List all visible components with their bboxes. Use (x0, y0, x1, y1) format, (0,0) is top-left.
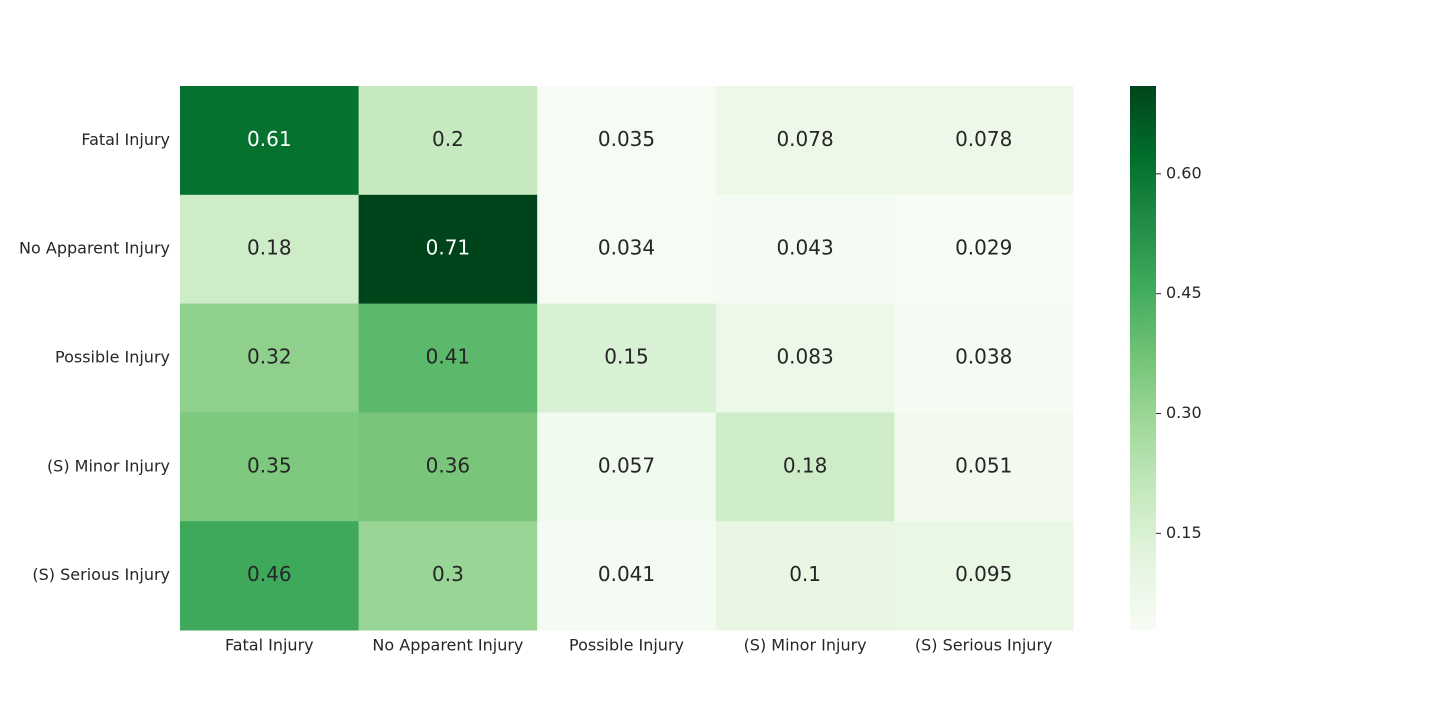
y-tick-label-0: Fatal Injury (81, 130, 170, 149)
cell-value-label-r4-c1: 0.3 (432, 562, 464, 586)
cell-value-label-r1-c2: 0.034 (598, 236, 655, 260)
x-tick-label-4: (S) Serious Injury (915, 636, 1053, 655)
heatmap-cell-r2-c1 (358, 303, 538, 413)
cell-value-label-r3-c0: 0.35 (247, 453, 292, 477)
colorbar-gradient (1130, 86, 1156, 630)
heatmap-cell-r2-c3 (715, 303, 895, 413)
heatmap-cell-r3-c1 (358, 412, 538, 522)
heatmap-cell-r4-c3 (715, 521, 895, 631)
x-tick-label-3: (S) Minor Injury (744, 636, 867, 655)
cell-value-label-r2-c4: 0.038 (955, 345, 1012, 369)
cell-value-label-r1-c4: 0.029 (955, 236, 1012, 260)
heatmap-cell-r0-c1 (358, 86, 538, 196)
x-tick-label-1: No Apparent Injury (372, 636, 523, 655)
heatmap-cell-labels: 0.61 0.2 0.035 0.078 0.078 0.18 0.71 0.034 0.043… (247, 127, 1012, 586)
y-tick-label-3: (S) Minor Injury (47, 456, 170, 475)
cell-value-label-r4-c3: 0.1 (789, 562, 821, 586)
heatmap-cell-r1-c4 (894, 194, 1074, 305)
colorbar: 0.15 0.30 0.45 0.60 (1130, 86, 1202, 630)
heatmap-cell-r4-c0 (180, 521, 360, 631)
heatmap-cell-r3-c4 (894, 412, 1074, 522)
colorbar-tick-label-0: 0.15 (1166, 523, 1202, 542)
cell-value-label-r0-c0: 0.61 (247, 127, 292, 151)
cell-value-label-r3-c1: 0.36 (426, 453, 471, 477)
cell-value-label-r0-c2: 0.035 (598, 127, 655, 151)
cell-value-label-r3-c2: 0.057 (598, 453, 655, 477)
heatmap-cell-r2-c0 (180, 303, 360, 413)
heatmap-cell-r0-c4 (894, 86, 1074, 196)
x-tick-labels: Fatal Injury No Apparent Injury Possible I… (225, 636, 1053, 655)
cell-value-label-r3-c3: 0.18 (783, 453, 828, 477)
heatmap-cell-r4-c2 (537, 521, 717, 631)
cell-value-label-r3-c4: 0.051 (955, 453, 1012, 477)
y-tick-label-4: (S) Serious Injury (32, 565, 170, 584)
heatmap-cell-r4-c4 (894, 521, 1074, 631)
cell-value-label-r2-c0: 0.32 (247, 345, 292, 369)
colorbar-tick-label-3: 0.60 (1166, 163, 1202, 182)
heatmap-cell-r3-c0 (180, 412, 360, 522)
cell-value-label-r1-c1: 0.71 (426, 236, 471, 260)
cell-value-label-r2-c2: 0.15 (604, 345, 649, 369)
y-tick-labels: Fatal Injury No Apparent Injury Possible I… (19, 130, 170, 584)
x-tick-label-2: Possible Injury (569, 636, 684, 655)
cell-value-label-r4-c4: 0.095 (955, 562, 1012, 586)
cell-value-label-r4-c2: 0.041 (598, 562, 655, 586)
heatmap-cell-r1-c0 (180, 194, 360, 305)
x-tick-label-0: Fatal Injury (225, 636, 314, 655)
y-tick-label-2: Possible Injury (55, 348, 170, 367)
colorbar-tick-label-1: 0.30 (1166, 403, 1202, 422)
heatmap-cells (180, 86, 1074, 631)
heatmap-cell-r0-c0 (180, 86, 360, 196)
heatmap-cell-r0-c3 (715, 86, 895, 196)
heatmap-cell-r4-c1 (358, 521, 538, 631)
heatmap-cell-r1-c3 (715, 194, 895, 305)
cell-value-label-r4-c0: 0.46 (247, 562, 292, 586)
cell-value-label-r0-c1: 0.2 (432, 127, 464, 151)
colorbar-tick-label-2: 0.45 (1166, 283, 1202, 302)
heatmap-cell-r1-c1 (358, 194, 538, 305)
cell-value-label-r0-c3: 0.078 (776, 127, 833, 151)
heatmap-cell-r3-c2 (537, 412, 717, 522)
y-tick-label-1: No Apparent Injury (19, 239, 170, 258)
heatmap-cell-r1-c2 (537, 194, 717, 305)
cell-value-label-r2-c3: 0.083 (776, 345, 833, 369)
heatmap-cell-r3-c3 (715, 412, 895, 522)
heatmap-cell-r2-c2 (537, 303, 717, 413)
cell-value-label-r1-c3: 0.043 (776, 236, 833, 260)
cell-value-label-r0-c4: 0.078 (955, 127, 1012, 151)
cell-value-label-r1-c0: 0.18 (247, 236, 292, 260)
heatmap-cell-r0-c2 (537, 86, 717, 196)
heatmap-cell-r2-c4 (894, 303, 1074, 413)
cell-value-label-r2-c1: 0.41 (426, 345, 471, 369)
